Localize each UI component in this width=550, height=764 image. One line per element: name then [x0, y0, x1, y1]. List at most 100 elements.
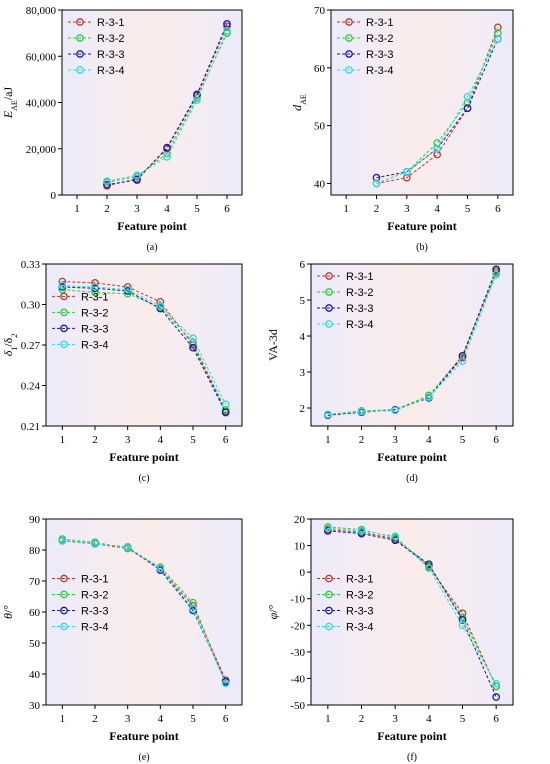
legend-marker	[345, 66, 353, 74]
series-line-R-3-4	[106, 30, 228, 182]
legend-marker	[325, 272, 333, 280]
legend-marker	[345, 18, 353, 26]
y-tick-label: 0.24	[21, 381, 41, 393]
legend-marker	[325, 622, 333, 631]
legend-label: R-3-3	[346, 303, 374, 315]
y-tick-label: 80	[29, 545, 41, 557]
x-tick-label: 4	[158, 434, 164, 446]
legend-label: R-3-3	[97, 49, 125, 61]
data-point-R-3-3	[458, 616, 467, 624]
x-axis-label: Feature point	[377, 450, 446, 464]
x-tick-label: 1	[343, 203, 349, 215]
x-axis-label: Feature point	[387, 219, 456, 233]
y-tick-label: -40	[290, 673, 305, 685]
data-point-R-3-3	[492, 265, 501, 274]
legend-label: R-3-1	[346, 271, 374, 283]
x-tick-label: 4	[158, 713, 164, 725]
legend-label: R-3-4	[346, 622, 374, 634]
series-line-R-3-4	[62, 285, 227, 405]
legend-label: R-3-4	[346, 319, 374, 331]
legend-label: R-3-3	[81, 606, 109, 618]
legend-marker	[345, 50, 353, 58]
y-tick-label: 60	[29, 607, 41, 619]
data-point-R-3-4	[221, 679, 230, 688]
data-point-R-3-2	[221, 405, 230, 414]
data-point-R-3-3	[357, 529, 366, 538]
series-line-R-3-2	[62, 289, 227, 411]
data-point-R-3-4	[391, 532, 400, 541]
series-line-R-3-1	[62, 281, 227, 412]
x-tick-label: 2	[359, 434, 365, 446]
legend-marker	[60, 292, 68, 301]
x-tick-label: 2	[374, 203, 380, 215]
data-point-R-3-1	[58, 277, 67, 286]
data-point-R-3-4	[156, 301, 165, 310]
legend-label: R-3-3	[81, 323, 109, 335]
y-tick-label: -20	[290, 620, 305, 632]
data-point-R-3-4	[323, 524, 332, 533]
y-tick-label: 40	[314, 178, 326, 190]
legend-marker	[60, 324, 68, 333]
series-line-R-3-3	[62, 286, 227, 413]
y-axis-label: φ/°	[266, 604, 280, 619]
panel-caption: (a)	[146, 242, 157, 253]
legend-marker	[60, 308, 68, 317]
legend-marker	[325, 288, 333, 296]
data-point-R-3-4	[323, 410, 332, 419]
y-tick-label: 0.33	[21, 259, 41, 271]
x-axis-label: Feature point	[109, 450, 178, 464]
data-point-R-3-2	[58, 285, 67, 294]
data-point-R-3-4	[492, 270, 501, 279]
legend-label: R-3-1	[346, 574, 374, 586]
legend-marker	[325, 320, 333, 328]
y-tick-label: -10	[290, 594, 305, 606]
data-point-R-3-4	[433, 144, 442, 153]
series-line-R-3-4	[327, 527, 497, 684]
data-point-R-3-4	[91, 539, 99, 548]
plot-frame	[310, 263, 514, 427]
plot-frame	[330, 9, 514, 196]
data-point-R-3-4	[424, 393, 433, 402]
x-tick-label: 3	[392, 434, 398, 446]
legend-marker	[60, 622, 68, 631]
x-tick-label: 6	[493, 434, 499, 446]
legend-label: R-3-2	[346, 590, 374, 602]
series-line-R-3-1	[327, 529, 497, 687]
legend-marker	[76, 34, 84, 42]
data-point-R-3-3	[492, 693, 501, 701]
x-tick-label: 4	[426, 713, 432, 725]
legend-marker	[325, 590, 333, 599]
plot-background	[331, 10, 513, 195]
plot-background	[311, 264, 513, 426]
legend-label: R-3-1	[366, 17, 394, 29]
x-tick-label: 6	[224, 203, 230, 215]
data-point-R-3-4	[103, 177, 111, 185]
y-tick-label: 4	[300, 331, 306, 343]
legend-label: R-3-2	[97, 33, 125, 45]
y-tick-label: 20	[294, 514, 306, 526]
data-point-R-3-3	[424, 560, 433, 569]
data-point-R-3-4	[133, 171, 141, 180]
legend-marker	[76, 18, 84, 26]
data-point-R-3-4	[458, 621, 467, 630]
legend-label: R-3-4	[97, 65, 125, 77]
panel-caption: (b)	[416, 242, 428, 253]
y-axis-label: VA-3d	[266, 329, 280, 361]
y-tick-label: 5	[300, 295, 306, 307]
legend-label: R-3-4	[81, 622, 109, 634]
y-axis-label: θ/°	[1, 605, 15, 619]
y-tick-label: -50	[290, 700, 305, 712]
x-tick-label: 3	[404, 203, 410, 215]
x-tick-label: 1	[325, 713, 331, 725]
x-tick-label: 1	[74, 203, 80, 215]
data-point-R-3-4	[357, 407, 366, 416]
y-tick-label: 2	[300, 403, 306, 415]
data-point-R-3-4	[193, 96, 201, 105]
data-point-R-3-4	[123, 543, 132, 551]
x-tick-label: 2	[92, 713, 98, 725]
data-point-R-3-4	[221, 400, 230, 409]
panel-caption: (d)	[406, 473, 418, 484]
x-tick-label: 5	[465, 203, 471, 215]
data-point-R-3-3	[133, 176, 141, 184]
